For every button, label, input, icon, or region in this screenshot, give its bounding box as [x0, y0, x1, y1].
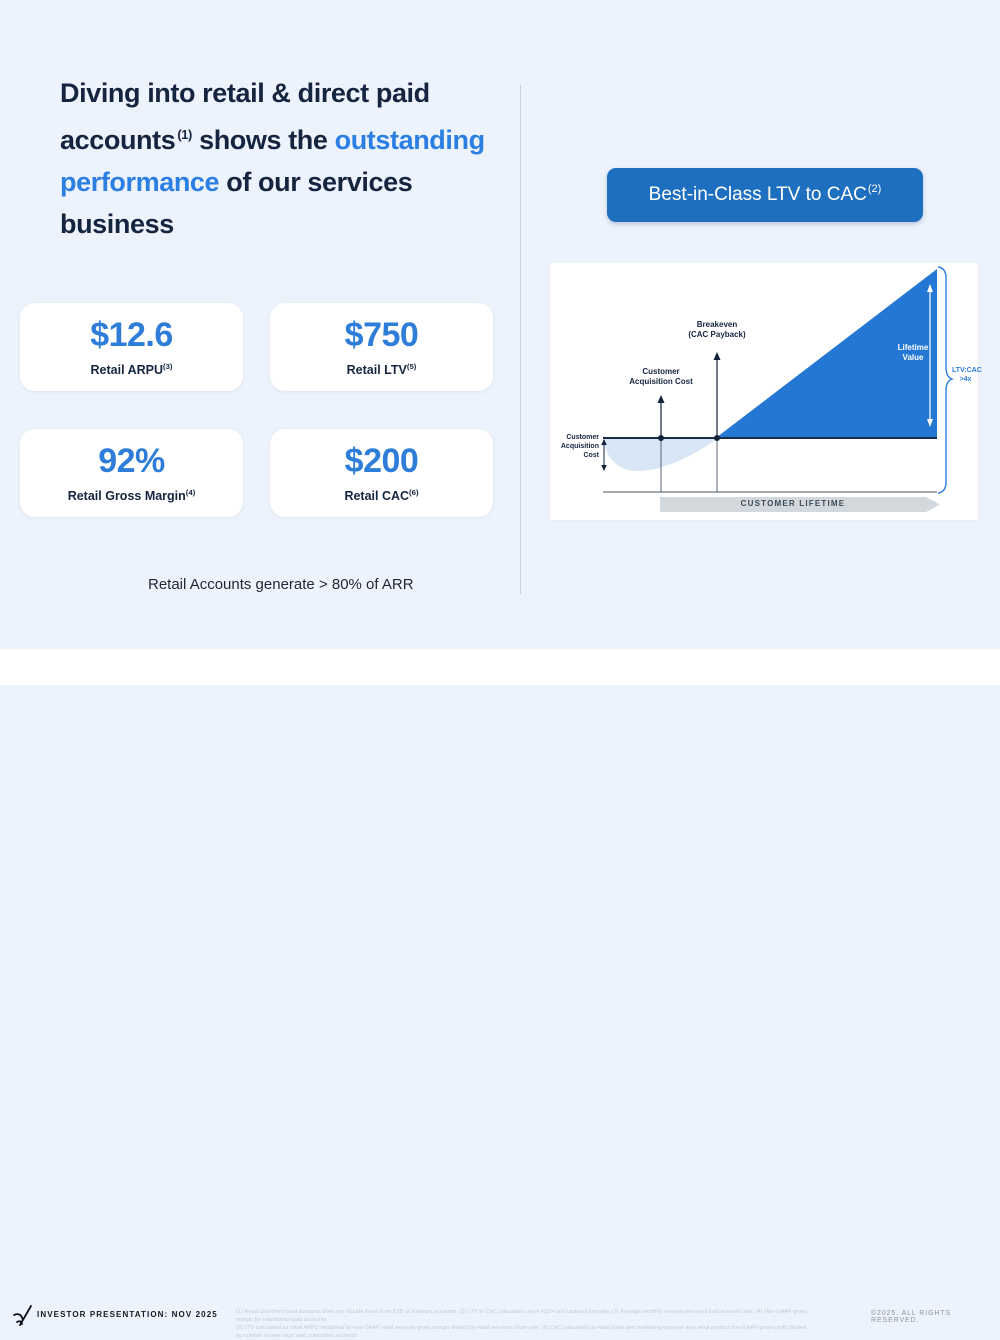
presentation-title: INVESTOR PRESENTATION: NOV 2025 — [37, 1310, 218, 1319]
cac-depth-arrow-icon — [601, 439, 607, 471]
footnote-ref-2: (2) — [867, 183, 882, 195]
cac-arrow-label: Customer Acquisition Cost — [629, 367, 693, 386]
metric-card-retail-cac: $200 Retail CAC(6) — [270, 429, 493, 517]
copyright-text: ©2025. ALL RIGHTS RESERVED. — [871, 1310, 952, 1324]
lifetime-value-arrow-icon — [927, 284, 933, 427]
footnote-ref-4: (4) — [185, 488, 196, 498]
ltv-triangle — [717, 269, 937, 437]
title-line-1: Diving into retail & direct paid — [60, 78, 430, 108]
metric-label: Retail ARPU(3) — [90, 362, 173, 378]
metric-value: 92% — [98, 442, 165, 481]
footnote-line-2: (5) LTV calculated as retail ARPU multip… — [236, 1325, 807, 1339]
cac-dip-area — [604, 439, 717, 472]
breakeven-label: Breakeven (CAC Payback) — [688, 320, 746, 339]
diagram-graphics — [601, 266, 955, 512]
title-line-3: performance of our services — [60, 167, 413, 197]
title-highlight: performance — [60, 167, 220, 197]
metric-label: Retail Gross Margin(4) — [67, 488, 196, 504]
presentation-slide: Diving into retail & direct paid account… — [0, 72, 1000, 1339]
ltv-cac-diagram: Breakeven (CAC Payback) Customer Acquisi… — [550, 263, 982, 520]
page-title: Diving into retail & direct paid account… — [60, 72, 530, 245]
metric-label: Retail LTV(5) — [346, 362, 417, 378]
metric-card-retail-ltv: $750 Retail LTV(5) — [270, 303, 493, 391]
footnotes: (1) Retail and direct paid accounts does… — [236, 1308, 811, 1340]
title-line-4: business — [60, 209, 174, 239]
footer-bar: INVESTOR PRESENTATION: NOV 2025 (1) Reta… — [0, 649, 1000, 1339]
brace-icon — [937, 266, 955, 494]
metric-value: $12.6 — [90, 316, 173, 355]
metric-cards: $12.6 Retail ARPU(3) $750 Retail LTV(5) … — [20, 303, 493, 517]
footnote-line-1: (1) Retail and direct paid accounts does… — [236, 1309, 807, 1323]
ltv-cac-banner: Best-in-Class LTV to CAC (2) — [607, 168, 923, 222]
metric-value: $200 — [344, 442, 419, 481]
footnote-ref-5: (5) — [406, 362, 417, 372]
section-divider — [520, 85, 521, 594]
footnote-ref-1: (1) — [177, 127, 192, 142]
metric-value: $750 — [344, 316, 419, 355]
cac-axis-label: Customer Acquisition Cost — [560, 434, 599, 459]
footnote-ref-6: (6) — [409, 488, 419, 498]
customer-lifetime-arrow — [660, 497, 940, 512]
title-line-2: accounts (1) shows the outstanding — [60, 125, 485, 155]
arr-note: Retail Accounts generate > 80% of ARR — [148, 576, 414, 593]
cac-up-arrow-icon — [657, 395, 665, 441]
lifetime-value-label: Lifetime Value — [897, 343, 929, 362]
customer-lifetime-label: CUSTOMER LIFETIME — [740, 499, 846, 508]
ltv-cac-ratio-label: LTV:CAC >4x — [952, 367, 982, 383]
title-highlight: outstanding — [334, 125, 485, 155]
company-logo-icon — [13, 1305, 32, 1326]
breakeven-up-arrow-icon — [713, 352, 721, 441]
metric-card-retail-arpu: $12.6 Retail ARPU(3) — [20, 303, 243, 391]
footnote-ref-3: (3) — [162, 362, 173, 372]
metric-label: Retail CAC(6) — [344, 488, 419, 504]
metric-card-retail-gross-margin: 92% Retail Gross Margin(4) — [20, 429, 243, 517]
